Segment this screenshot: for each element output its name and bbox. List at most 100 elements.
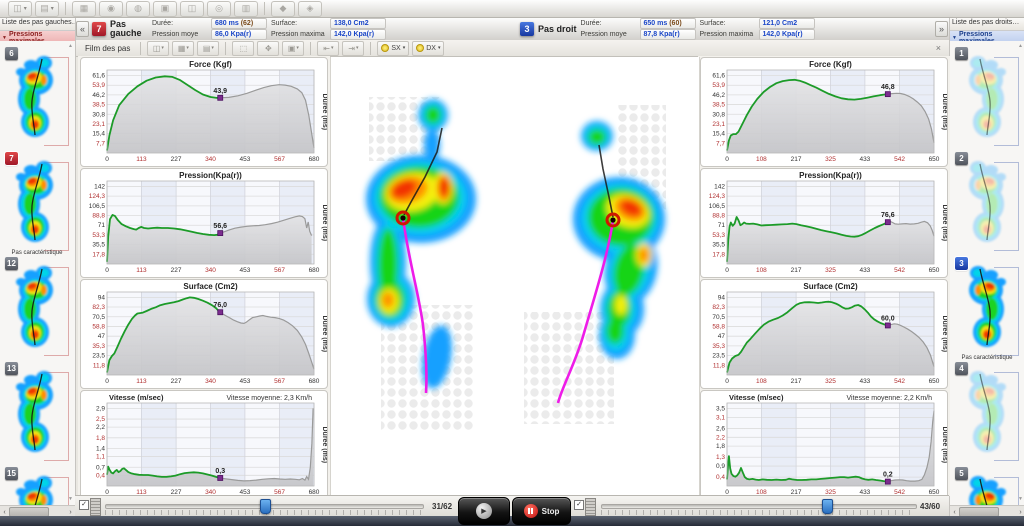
step-thumbnail-7[interactable]: 7 Pas caractéristique bbox=[4, 151, 69, 256]
pan-icon[interactable]: ✥ bbox=[257, 40, 280, 56]
svg-text:567: 567 bbox=[274, 267, 285, 274]
play-button[interactable]: ▶ bbox=[458, 497, 510, 525]
svg-text:Pression(Kpa(r)): Pression(Kpa(r)) bbox=[799, 171, 862, 180]
step-thumbnail-1[interactable]: 1 bbox=[955, 47, 1019, 150]
step-number-badge[interactable]: 13 bbox=[5, 362, 18, 375]
svg-text:Vitesse moyenne: 2,2 Km/h: Vitesse moyenne: 2,2 Km/h bbox=[847, 395, 933, 402]
step-number-badge[interactable]: 15 bbox=[5, 467, 18, 480]
step-number-badge[interactable]: 12 bbox=[5, 257, 18, 270]
scroll-down-icon[interactable]: ▼ bbox=[68, 496, 73, 502]
step-thumbnail-5[interactable]: 5 bbox=[955, 467, 1019, 505]
svg-text:325: 325 bbox=[825, 489, 836, 496]
pression-maximale-value: 142,0 Kpa(r) bbox=[758, 29, 815, 40]
image-view-icon[interactable]: ▦ bbox=[72, 0, 96, 17]
gait-view-icon[interactable]: ◎ bbox=[207, 0, 231, 17]
print-icon[interactable]: ▤ ▾ bbox=[197, 40, 220, 56]
foot-pressure-thumbnail bbox=[969, 476, 1006, 505]
scroll-left-icon[interactable]: ‹ bbox=[3, 508, 6, 516]
gallery-icon[interactable]: ▣ ▾ bbox=[282, 40, 305, 56]
film-des-pas-tab[interactable]: Film des pas bbox=[85, 43, 131, 53]
step-number-badge[interactable]: 7 bbox=[4, 151, 19, 166]
right-list-hscrollbar[interactable]: ‹ › bbox=[950, 505, 1024, 518]
scroll-right-icon[interactable]: › bbox=[1019, 508, 1022, 516]
patient-view-icon[interactable]: ◆ bbox=[271, 0, 295, 17]
foot-pressure-thumbnail bbox=[16, 56, 53, 137]
chart-vitesse-right[interactable]: 3,5 3,1 2,6 2,2 1,8 1,3 0,9 0,4 0 108 217 325 433 542… bbox=[700, 390, 948, 496]
scroll-up-icon[interactable]: ▲ bbox=[1018, 43, 1023, 49]
chart-force-left[interactable]: 61,6 53,9 46,2 38,5 30,8 23,1 15,4 7,7 0 113 227 34… bbox=[80, 57, 328, 167]
export-view-icon[interactable]: ◈ bbox=[298, 0, 322, 17]
chart-surface-left[interactable]: 94 82,3 70,5 58,8 47 35,3 23,5 11,8 0 113 227 340 45… bbox=[80, 279, 328, 389]
dx-lamp-button[interactable]: DX ▾ bbox=[412, 40, 445, 56]
svg-text:1,3: 1,3 bbox=[716, 454, 725, 461]
pressure-maps-panel[interactable] bbox=[330, 57, 700, 495]
right-frame-slider-thumb[interactable] bbox=[822, 499, 834, 514]
pression-maximale-value: 142,0 Kpa(r) bbox=[330, 29, 386, 40]
right-frame-slider-track[interactable] bbox=[601, 504, 917, 509]
duree-label: Durée: bbox=[152, 20, 174, 27]
chart-surface-right[interactable]: 94 82,3 70,5 58,8 47 35,3 23,5 11,8 0 108 217 325 43… bbox=[700, 279, 948, 389]
step-thumbnail-12[interactable]: 12 bbox=[5, 257, 69, 360]
step-number-badge[interactable]: 3 bbox=[954, 256, 969, 271]
marker-left-icon[interactable]: ⇤ ▾ bbox=[317, 40, 340, 56]
chart-pression-right[interactable]: 142 124,3 106,5 88,8 71 53,3 35,5 17,8 0 108 217 32… bbox=[700, 168, 948, 278]
step-thumbnail-4[interactable]: 4 bbox=[955, 362, 1019, 465]
footprint-view-icon[interactable]: ◉ bbox=[99, 0, 123, 17]
step-number-badge[interactable]: 5 bbox=[955, 467, 968, 480]
step-thumbnail-13[interactable]: 13 bbox=[5, 362, 69, 465]
main-toolbar: ◫ ▾ ▤ ▾ ▦ ◉ ◍ ▣ ◫ ◎ ▥ ◆ ◈ bbox=[0, 0, 1024, 18]
svg-text:61,6: 61,6 bbox=[92, 73, 105, 80]
chart-force-right[interactable]: 61,6 53,9 46,2 38,5 30,8 23,1 15,4 7,7 0 108 217 32… bbox=[700, 57, 948, 167]
pas-caracteristique-label: Pas caractéristique bbox=[11, 250, 63, 256]
marker-right-icon[interactable]: ⇥ ▾ bbox=[342, 40, 365, 56]
film-right-toggle[interactable]: ✓ bbox=[574, 498, 596, 516]
checkbox-icon[interactable]: ✓ bbox=[574, 500, 584, 510]
collapse-left-list-button[interactable]: « bbox=[76, 21, 89, 37]
film-view-icon[interactable]: ◫ bbox=[180, 0, 204, 17]
export-image-icon[interactable]: ▦ ▾ bbox=[172, 40, 195, 56]
step-thumbnail-2[interactable]: 2 bbox=[955, 152, 1019, 255]
open-dropdown-icon[interactable]: ◫ ▾ bbox=[8, 0, 32, 17]
film-left-toggle[interactable]: ✓ bbox=[79, 498, 101, 516]
stop-button[interactable]: Stop bbox=[512, 497, 571, 525]
close-panel-icon[interactable]: × bbox=[935, 43, 941, 53]
svg-text:Durée (ms): Durée (ms) bbox=[321, 316, 327, 353]
chart-vitesse-left[interactable]: 2,9 2,5 2,2 1,8 1,4 1,1 0,7 0,4 0 113 227 340 453 567… bbox=[80, 390, 328, 496]
svg-text:0: 0 bbox=[105, 378, 109, 385]
print-dropdown-icon[interactable]: ▤ ▾ bbox=[35, 0, 59, 17]
bars-view-icon[interactable]: ▥ bbox=[234, 0, 258, 17]
toolbar-separator bbox=[264, 2, 265, 15]
sensors-view-icon[interactable]: ▣ bbox=[153, 0, 177, 17]
lamp-icon bbox=[416, 44, 425, 52]
step-number-badge[interactable]: 6 bbox=[5, 47, 18, 60]
scroll-down-icon[interactable]: ▼ bbox=[1018, 496, 1023, 502]
left-list-hscrollbar[interactable]: ‹ › bbox=[0, 505, 75, 518]
step-number-badge[interactable]: 4 bbox=[955, 362, 968, 375]
step-thumbnail-3[interactable]: 3 Pas caractéristique bbox=[954, 256, 1019, 361]
svg-text:542: 542 bbox=[894, 378, 905, 385]
chart-pression-left[interactable]: 142 124,3 106,5 88,8 71 53,3 35,5 17,8 0 113 227 34… bbox=[80, 168, 328, 278]
step-number-badge[interactable]: 1 bbox=[955, 47, 968, 60]
svg-text:17,8: 17,8 bbox=[712, 251, 725, 258]
scroll-right-icon[interactable]: › bbox=[69, 508, 72, 516]
step-thumbnail-15[interactable]: 15 bbox=[5, 467, 69, 505]
toolbar-separator bbox=[225, 41, 227, 55]
play-icon: ▶ bbox=[476, 503, 492, 519]
scroll-up-icon[interactable]: ▲ bbox=[68, 43, 73, 49]
pression-moyenne-label: Pression moye bbox=[580, 31, 627, 38]
pressure-view-icon[interactable]: ◍ bbox=[126, 0, 150, 17]
left-frame-slider-thumb[interactable] bbox=[259, 499, 271, 514]
collapse-right-list-button[interactable]: » bbox=[935, 21, 948, 37]
right-step-summary: 3 Pas droit Durée: 650 ms (60) Pression m… bbox=[520, 18, 815, 40]
svg-text:680: 680 bbox=[309, 378, 320, 385]
checkbox-icon[interactable]: ✓ bbox=[79, 500, 89, 510]
svg-text:142: 142 bbox=[94, 183, 105, 190]
fit-zoom-icon[interactable]: ⬚ bbox=[232, 40, 255, 56]
lamp-icon bbox=[381, 44, 390, 52]
scroll-left-icon[interactable]: ‹ bbox=[953, 508, 956, 516]
sx-lamp-button[interactable]: SX ▾ bbox=[377, 40, 410, 56]
copy-icon[interactable]: ◫ ▾ bbox=[147, 40, 170, 56]
step-number-badge[interactable]: 2 bbox=[955, 152, 968, 165]
pression-moyenne-value: 86,0 Kpa(r) bbox=[211, 29, 267, 40]
step-thumbnail-6[interactable]: 6 bbox=[5, 47, 69, 150]
